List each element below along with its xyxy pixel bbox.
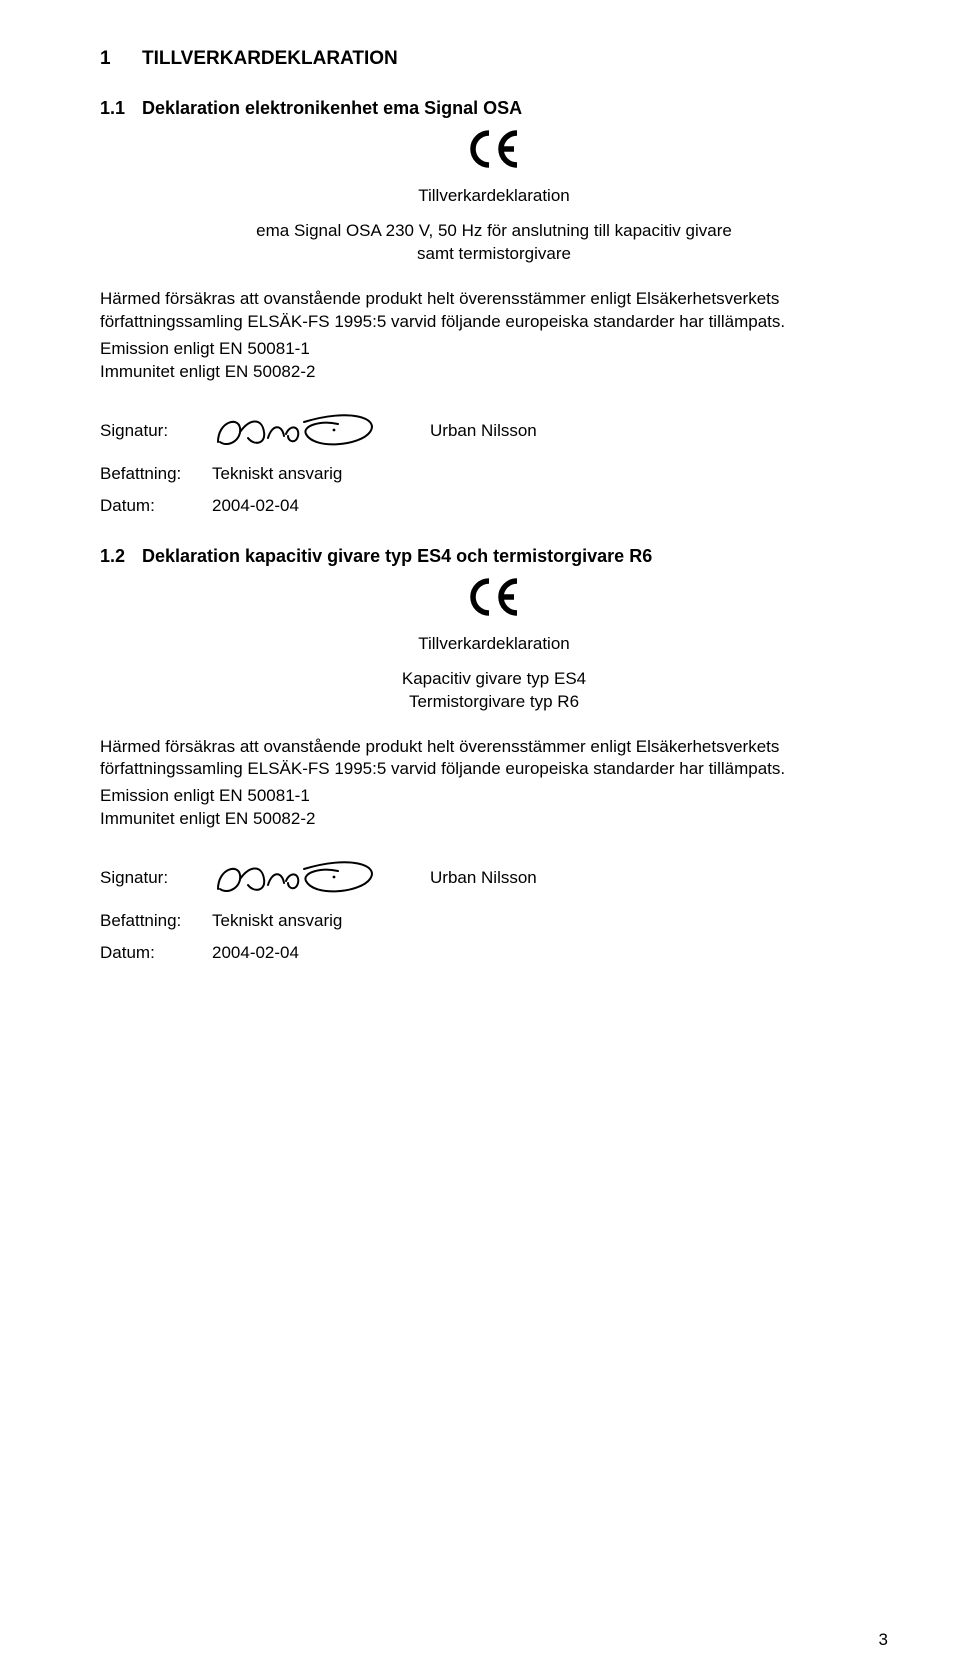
- section2-product-line2: Termistorgivare typ R6: [100, 691, 888, 714]
- ce-mark-icon: [465, 604, 523, 621]
- ce-mark-block-2: [100, 577, 888, 622]
- signature-label: Signatur:: [100, 868, 210, 888]
- page-number: 3: [879, 1630, 888, 1650]
- section1-signature-row: Signatur: Urban Nilsson: [100, 410, 888, 452]
- section1-body-paragraph: Härmed försäkras att ovanstående produkt…: [100, 288, 860, 334]
- document-page: 1 TILLVERKARDEKLARATION 1.1 Deklaration …: [0, 0, 960, 1680]
- section2-emission-line: Emission enligt EN 50081-1: [100, 785, 888, 808]
- date-value: 2004-02-04: [212, 496, 299, 516]
- signature-name: Urban Nilsson: [430, 868, 537, 888]
- section1-heading-row: 1.1 Deklaration elektronikenhet ema Sign…: [100, 98, 888, 119]
- section1-product-line1: ema Signal OSA 230 V, 50 Hz för anslutni…: [100, 220, 888, 243]
- ce-mark-icon: [465, 156, 523, 173]
- section1-number: 1.1: [100, 98, 142, 119]
- section2-body-paragraph: Härmed försäkras att ovanstående produkt…: [100, 736, 860, 782]
- signature-label: Signatur:: [100, 421, 210, 441]
- section1-declaration-title: Tillverkardeklaration: [100, 186, 888, 206]
- main-heading-row: 1 TILLVERKARDEKLARATION: [100, 48, 888, 70]
- section1-product-lines: ema Signal OSA 230 V, 50 Hz för anslutni…: [100, 220, 888, 266]
- section2-signature-block: Signatur: Urban Nilsson Befattning: Tekn…: [100, 857, 888, 963]
- section2-number: 1.2: [100, 546, 142, 567]
- date-label: Datum:: [100, 943, 210, 963]
- section2-position-row: Befattning: Tekniskt ansvarig: [100, 911, 888, 931]
- section2-title: Deklaration kapacitiv givare typ ES4 och…: [142, 546, 652, 567]
- section2-product-line1: Kapacitiv givare typ ES4: [100, 668, 888, 691]
- date-label: Datum:: [100, 496, 210, 516]
- main-heading-number: 1: [100, 48, 142, 70]
- section2-immunity-line: Immunitet enligt EN 50082-2: [100, 808, 888, 831]
- section1-emission-line: Emission enligt EN 50081-1: [100, 338, 888, 361]
- section-gap: [100, 528, 888, 546]
- section2-signature-row: Signatur: Urban Nilsson: [100, 857, 888, 899]
- date-value: 2004-02-04: [212, 943, 299, 963]
- section1-date-row: Datum: 2004-02-04: [100, 496, 888, 516]
- main-heading-text: TILLVERKARDEKLARATION: [142, 48, 398, 70]
- section2-heading-row: 1.2 Deklaration kapacitiv givare typ ES4…: [100, 546, 888, 567]
- signature-name: Urban Nilsson: [430, 421, 537, 441]
- position-value: Tekniskt ansvarig: [212, 464, 342, 484]
- signature-image: [210, 410, 400, 452]
- ce-mark-block-1: [100, 129, 888, 174]
- section2-declaration-title: Tillverkardeklaration: [100, 634, 888, 654]
- section2-date-row: Datum: 2004-02-04: [100, 943, 888, 963]
- section1-title: Deklaration elektronikenhet ema Signal O…: [142, 98, 522, 119]
- section1-position-row: Befattning: Tekniskt ansvarig: [100, 464, 888, 484]
- signature-image: [210, 857, 400, 899]
- section2-product-lines: Kapacitiv givare typ ES4 Termistorgivare…: [100, 668, 888, 714]
- section1-immunity-line: Immunitet enligt EN 50082-2: [100, 361, 888, 384]
- section1-product-line2: samt termistorgivare: [100, 243, 888, 266]
- position-value: Tekniskt ansvarig: [212, 911, 342, 931]
- section1-signature-block: Signatur: Urban Nilsson Befattning: Tekn…: [100, 410, 888, 516]
- position-label: Befattning:: [100, 911, 210, 931]
- position-label: Befattning:: [100, 464, 210, 484]
